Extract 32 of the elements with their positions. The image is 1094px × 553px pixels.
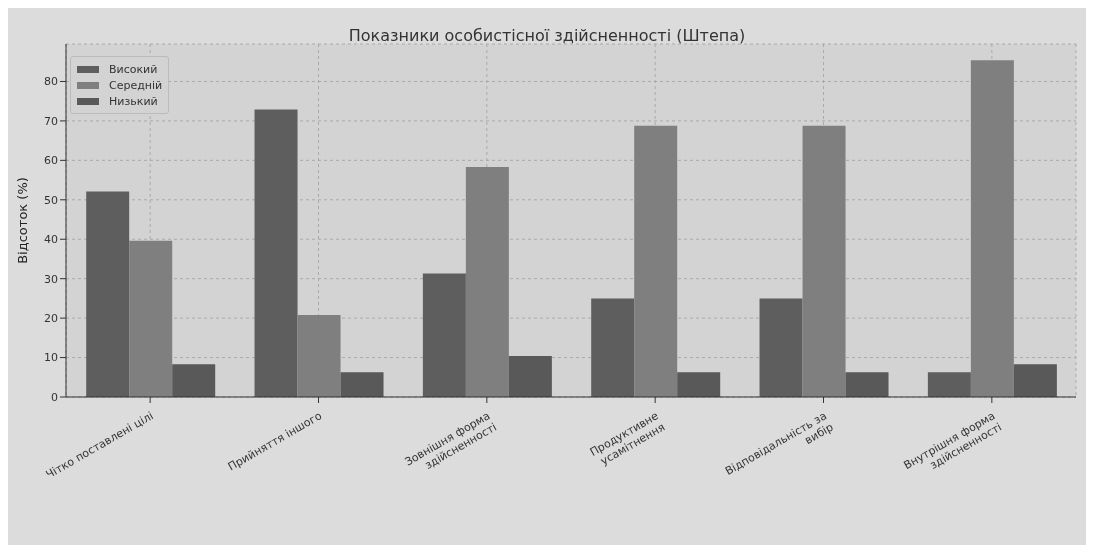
bar — [591, 298, 635, 397]
y-axis-title: Відсоток (%) — [14, 177, 30, 264]
y-tick-label: 50 — [44, 193, 58, 207]
y-tick-label: 60 — [44, 154, 58, 168]
bar — [634, 125, 678, 397]
y-tick-label: 0 — [51, 390, 58, 404]
y-tick-label: 30 — [44, 272, 58, 286]
bar — [422, 273, 466, 397]
bar — [465, 167, 509, 397]
bar — [927, 372, 971, 397]
bar — [677, 372, 721, 397]
legend-label: Середній — [109, 78, 163, 92]
bar — [1013, 364, 1057, 397]
bar — [172, 364, 216, 397]
y-tick-label: 20 — [44, 312, 58, 326]
bar — [970, 60, 1014, 397]
bar — [759, 298, 803, 397]
bar — [508, 355, 552, 397]
bar — [340, 372, 384, 397]
bar — [297, 314, 341, 397]
bar — [802, 125, 846, 397]
y-tick-label: 70 — [44, 114, 58, 128]
chart-title: Показники особистісної здійсненності (Штепа) — [347, 26, 747, 45]
bar — [129, 240, 173, 397]
y-tick-label: 80 — [44, 75, 58, 89]
legend-label: Низький — [109, 94, 158, 108]
y-tick-label: 10 — [44, 351, 58, 365]
bar — [845, 372, 889, 397]
bar — [86, 191, 130, 397]
bar — [254, 109, 298, 397]
legend-label: Високий — [109, 62, 158, 76]
y-tick-label: 40 — [44, 233, 58, 247]
